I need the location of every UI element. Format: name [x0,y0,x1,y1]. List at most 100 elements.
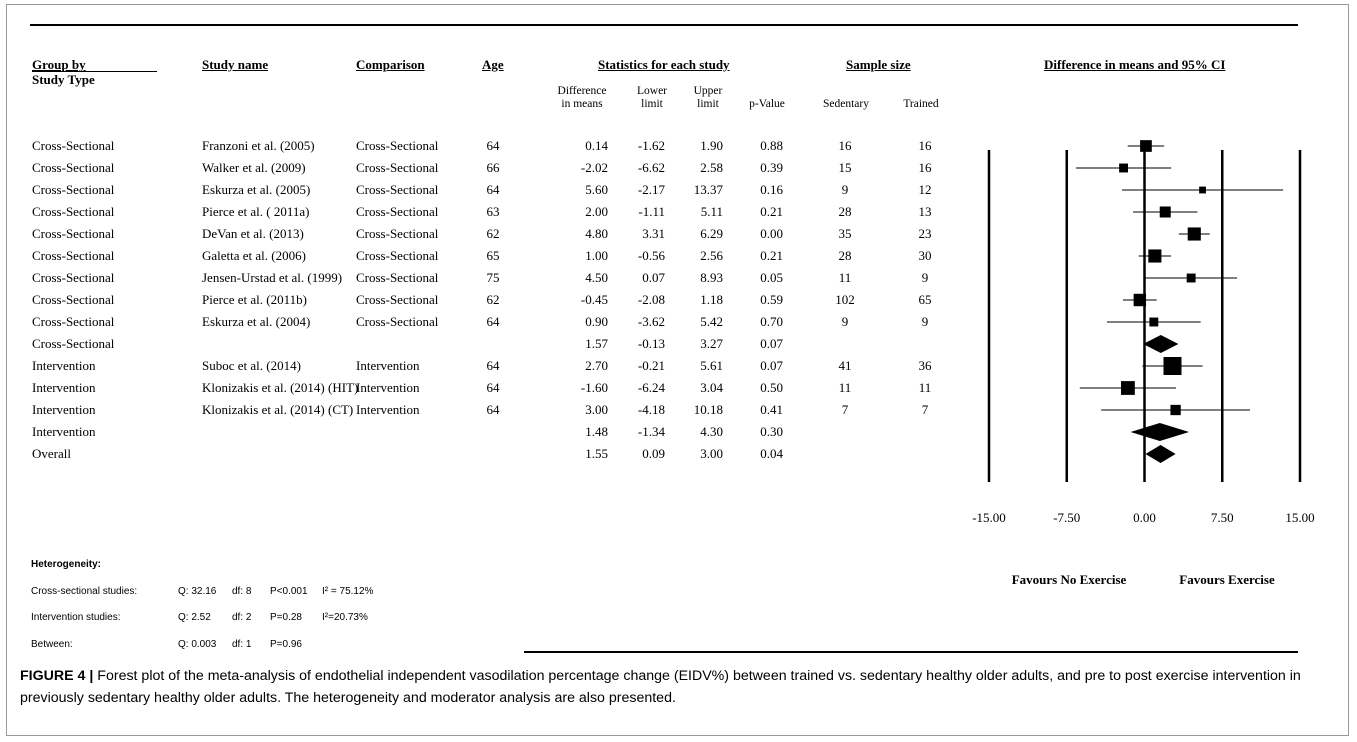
summary-diamond [1145,445,1176,463]
subheader-diff: Difference in means [557,85,607,110]
cell-age: 65 [486,248,500,263]
cell-diff: 2.00 [585,204,608,219]
table-row: Intervention Klonizakis et al. (2014) (CT… [0,399,980,421]
cell-study: Galetta et al. (2006) [202,248,306,263]
cell-diff: 1.55 [585,446,608,461]
header-stats: Statistics for each study [598,57,730,72]
cell-study: Suboc et al. (2014) [202,358,301,373]
cell-trained: 9 [921,314,929,329]
cell-sed: 102 [835,292,855,307]
het-i2: I² = 75.12% [322,586,374,597]
cell-group: Cross-Sectional [32,292,115,307]
het-label: Intervention studies: [31,612,121,623]
cell-diff: 1.57 [585,336,608,351]
x-tick-label: -7.50 [1053,510,1080,525]
cell-comparison: Cross-Sectional [356,248,439,263]
table-row: Cross-Sectional Eskurza et al. (2004) Cros… [0,311,980,333]
subheader-p: p-Value [749,98,785,110]
cell-upper: 5.11 [700,204,723,219]
cell-lower: 0.07 [642,270,665,285]
cell-sed: 28 [838,248,852,263]
cell-age: 64 [486,314,500,329]
subheader-trained: Trained [903,98,939,110]
cell-age: 64 [486,402,500,417]
cell-upper: 8.93 [700,270,723,285]
cell-trained: 11 [918,380,932,395]
cell-p: 0.41 [760,402,783,417]
study-estimate-square [1199,186,1206,194]
cell-study: Eskurza et al. (2004) [202,314,311,329]
het-df: df: 1 [232,639,252,650]
cell-upper: 3.27 [700,336,723,351]
cell-comparison: Cross-Sectional [356,270,439,285]
cell-trained: 23 [918,226,932,241]
cell-sed: 9 [841,314,849,329]
cell-group: Cross-Sectional [32,182,115,197]
het-p: P<0.001 [270,586,308,597]
favours-right-label: Favours Exercise [1179,572,1275,587]
cell-diff: 0.14 [585,138,608,153]
table-row: Overall 1.55 0.09 3.00 0.04 [0,443,980,465]
x-tick-label: 0.00 [1133,510,1156,525]
study-estimate-square [1121,381,1135,395]
cell-p: 0.70 [760,314,783,329]
cell-study: Walker et al. (2009) [202,160,306,175]
table-row: Cross-Sectional Eskurza et al. (2005) Cros… [0,179,980,201]
caption-label: FIGURE 4 | [20,668,94,684]
cell-trained: 36 [918,358,932,373]
het-i2: I²=20.73% [322,612,368,623]
cell-group: Intervention [32,380,96,395]
forest-plot: -15.00 -7.50 0.00 7.50 15.00 Favours No Exerc… [972,140,1315,587]
cell-comparison: Cross-Sectional [356,204,439,219]
cell-sed: 15 [838,160,852,175]
cell-group: Intervention [32,402,96,417]
cell-sed: 28 [838,204,852,219]
header-sample: Sample size [846,57,911,72]
cell-upper: 3.04 [700,380,723,395]
cell-age: 62 [486,226,500,241]
cell-p: 0.39 [760,160,783,175]
cell-diff: 2.70 [585,358,608,373]
x-tick-label: -15.00 [972,510,1006,525]
table-row: Intervention Klonizakis et al. (2014) (HI… [0,377,980,399]
het-q: Q: 32.16 [178,586,217,597]
cell-group: Cross-Sectional [32,204,115,219]
study-estimate-square [1187,227,1201,241]
cell-lower: -6.24 [637,380,665,395]
cell-group: Cross-Sectional [32,248,115,263]
header-group-underline [32,71,157,72]
cell-p: 0.50 [760,380,783,395]
figure-frame [6,4,1349,736]
cell-study: Pierce et al. ( 2011a) [202,204,310,219]
cell-comparison: Intervention [356,402,420,417]
table-row: Cross-Sectional 1.57 -0.13 3.27 0.07 [0,333,980,355]
cell-age: 64 [486,380,500,395]
cell-lower: -0.13 [637,336,665,351]
cell-diff: 3.00 [585,402,608,417]
cell-lower: 3.31 [642,226,665,241]
cell-group: Cross-Sectional [32,270,115,285]
study-estimate-square [1149,317,1159,327]
cell-diff: 0.90 [585,314,608,329]
study-estimate-square [1186,273,1196,283]
cell-p: 0.07 [760,358,783,373]
cell-lower: -1.62 [637,138,665,153]
table-row: Cross-Sectional Walker et al. (2009) Cross… [0,157,980,179]
heterogeneity-title: Heterogeneity: [31,559,102,570]
cell-group: Cross-Sectional [32,314,115,329]
cell-p: 0.00 [760,226,783,241]
cell-upper: 2.58 [700,160,723,175]
figure-caption: FIGURE 4 | Forest plot of the meta-analy… [20,665,1340,709]
table-row: Cross-Sectional Franzoni et al. (2005) Cro… [0,135,980,157]
table-row: Cross-Sectional Pierce et al. (2011b) Cros… [0,289,980,311]
cell-upper: 6.29 [700,226,723,241]
cell-age: 64 [486,358,500,373]
cell-age: 66 [486,160,500,175]
cell-p: 0.21 [760,204,783,219]
cell-group: Cross-Sectional [32,138,115,153]
cell-p: 0.16 [760,182,783,197]
cell-lower: -2.17 [637,182,665,197]
study-estimate-square [1163,357,1182,375]
cell-upper: 4.30 [700,424,723,439]
header-plot: Difference in means and 95% CI [1044,57,1226,72]
